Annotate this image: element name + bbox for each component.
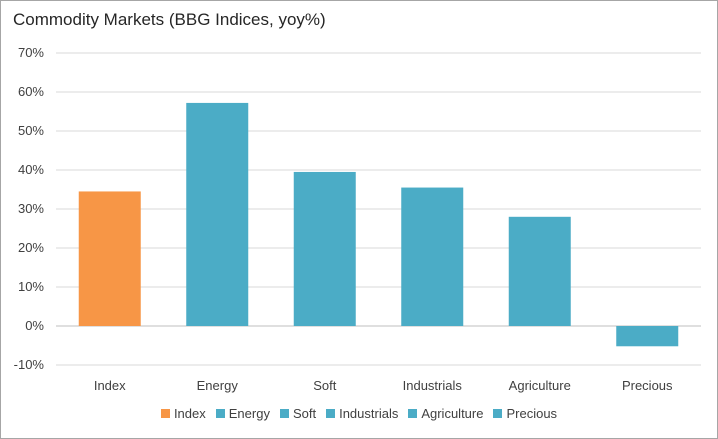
legend-swatch <box>279 409 289 418</box>
x-tick-label: Energy <box>197 378 239 393</box>
legend-label: Energy <box>228 406 270 421</box>
y-tick-label: 30% <box>18 201 44 216</box>
legend-item: Soft <box>279 406 317 421</box>
x-axis: Index Energy Soft Industrials Agriculture Pre… <box>94 378 673 393</box>
legend-label: Index <box>173 406 206 421</box>
y-axis: -10% 0% 10% 20% 30% 40% 50% 60% 70% <box>14 45 45 372</box>
legend-swatch <box>215 409 225 418</box>
legend-item: Precious <box>493 406 557 421</box>
y-tick-label: 20% <box>18 240 44 255</box>
bar-precious <box>616 326 679 347</box>
bar-industrials <box>401 187 464 326</box>
legend-label: Agriculture <box>421 406 484 421</box>
bar-soft <box>293 171 356 326</box>
x-tick-label: Soft <box>313 378 337 393</box>
y-tick-label: 40% <box>18 162 44 177</box>
gridlines <box>56 52 701 366</box>
legend-label: Soft <box>292 406 317 421</box>
x-tick-label: Industrials <box>403 378 463 393</box>
y-tick-label: 0% <box>25 318 44 333</box>
x-tick-label: Precious <box>622 378 673 393</box>
legend-swatch <box>160 409 170 418</box>
legend-swatch <box>408 409 418 418</box>
x-tick-label: Index <box>94 378 126 393</box>
y-tick-label: -10% <box>14 357 45 372</box>
legend-item: Industrials <box>326 406 398 421</box>
legend-item: Energy <box>215 406 270 421</box>
x-tick-label: Agriculture <box>509 378 571 393</box>
legend: Index Energy Soft Industrials Agriculture Pre… <box>1 406 717 421</box>
y-tick-label: 10% <box>18 279 44 294</box>
chart-title: Commodity Markets (BBG Indices, yoy%) <box>13 10 326 29</box>
legend-swatch <box>326 409 336 418</box>
y-tick-label: 50% <box>18 123 44 138</box>
bar-index <box>78 191 141 326</box>
bars <box>78 102 679 347</box>
y-tick-label: 70% <box>18 45 44 60</box>
legend-label: Industrials <box>339 406 399 421</box>
legend-item: Agriculture <box>408 406 483 421</box>
y-tick-label: 60% <box>18 84 44 99</box>
bar-agriculture <box>508 216 571 326</box>
legend-swatch <box>493 409 503 418</box>
bar-energy <box>186 102 249 326</box>
legend-item: Index <box>160 406 206 421</box>
legend-label: Precious <box>506 406 558 421</box>
